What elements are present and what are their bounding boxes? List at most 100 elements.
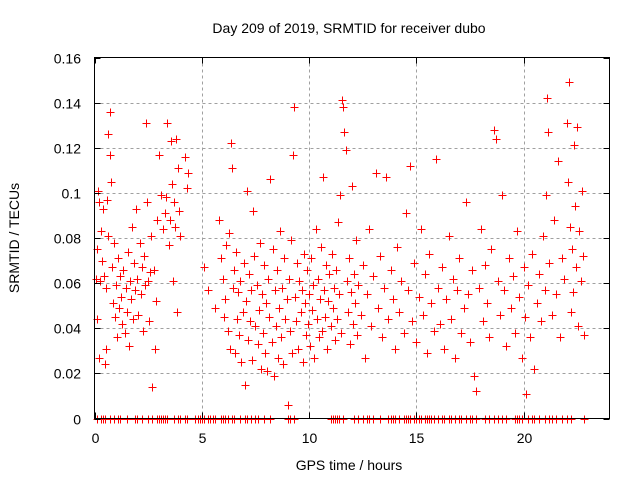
data-point (513, 227, 522, 236)
data-point (575, 227, 584, 236)
data-point (300, 250, 309, 259)
data-point (134, 311, 143, 320)
data-point (240, 259, 249, 268)
data-point-zero (502, 415, 511, 424)
data-point (231, 349, 240, 358)
data-point (316, 295, 325, 304)
y-tick-label: 0.12 (54, 141, 81, 157)
data-point (235, 331, 244, 340)
x-tick-label: 10 (302, 430, 318, 446)
data-point (485, 333, 494, 342)
data-point (560, 275, 569, 284)
data-point (400, 329, 409, 338)
data-point (372, 169, 381, 178)
data-point (404, 286, 413, 295)
data-point (307, 254, 316, 263)
data-point (462, 198, 471, 207)
data-point (340, 128, 349, 137)
data-point (248, 356, 257, 365)
data-point (449, 275, 458, 284)
data-point (327, 322, 336, 331)
data-point (119, 266, 128, 275)
data-point (483, 299, 492, 308)
data-point (359, 261, 368, 270)
data-point (298, 286, 307, 295)
data-point (166, 216, 175, 225)
data-point (533, 299, 542, 308)
data-point (264, 275, 273, 284)
data-point (487, 245, 496, 254)
data-point (421, 270, 430, 279)
data-point (339, 103, 348, 112)
data-point (511, 329, 520, 338)
data-point (98, 257, 107, 266)
data-point (472, 387, 481, 396)
data-point-zero (567, 415, 576, 424)
data-point (258, 290, 267, 299)
data-point (329, 304, 338, 313)
data-point (302, 331, 311, 340)
data-point (163, 119, 172, 128)
data-point (291, 293, 300, 302)
data-point (470, 372, 479, 381)
data-point (183, 184, 192, 193)
data-point (348, 182, 357, 191)
data-point (569, 288, 578, 297)
data-point (334, 218, 343, 227)
data-point (502, 342, 511, 351)
data-point (283, 295, 292, 304)
data-point (565, 78, 574, 87)
data-point (241, 381, 250, 390)
data-point (578, 187, 587, 196)
data-point (233, 315, 242, 324)
data-point (253, 281, 262, 290)
data-point (430, 327, 439, 336)
data-point (169, 277, 178, 286)
data-point (279, 360, 288, 369)
data-point (113, 333, 122, 342)
data-point (99, 205, 108, 214)
data-point (204, 286, 213, 295)
data-point (395, 308, 404, 317)
data-point (328, 250, 337, 259)
data-point (554, 157, 563, 166)
data-point (479, 317, 488, 326)
data-point (157, 191, 166, 200)
data-point (277, 333, 286, 342)
data-point (552, 290, 561, 299)
data-point (259, 329, 268, 338)
data-point (123, 308, 132, 317)
data-point (256, 239, 265, 248)
data-point (457, 329, 466, 338)
data-point (94, 187, 103, 196)
data-point (232, 248, 241, 257)
data-point (539, 232, 548, 241)
data-point (152, 297, 161, 306)
data-point-zero (116, 415, 125, 424)
data-point (131, 286, 140, 295)
data-point (143, 198, 152, 207)
data-point (543, 94, 552, 103)
data-point (165, 241, 174, 250)
data-point (172, 135, 181, 144)
data-point (528, 250, 537, 259)
data-point (427, 299, 436, 308)
data-point (281, 315, 290, 324)
data-point (167, 137, 176, 146)
data-point (139, 327, 148, 336)
data-point (118, 320, 127, 329)
data-point (376, 252, 385, 261)
data-point (522, 390, 531, 399)
data-point (475, 284, 484, 293)
data-point (124, 248, 133, 257)
data-point (481, 261, 490, 270)
data-point (556, 333, 565, 342)
y-tick-label: 0.04 (54, 321, 81, 337)
data-point (261, 349, 270, 358)
data-point (229, 284, 238, 293)
data-point (378, 333, 387, 342)
data-point (111, 313, 120, 322)
y-tick-labels: 0 0.02 0.04 0.06 0.08 0.1 0.12 0.14 0.16 (54, 51, 81, 428)
data-point (365, 225, 374, 234)
data-point (333, 315, 342, 324)
